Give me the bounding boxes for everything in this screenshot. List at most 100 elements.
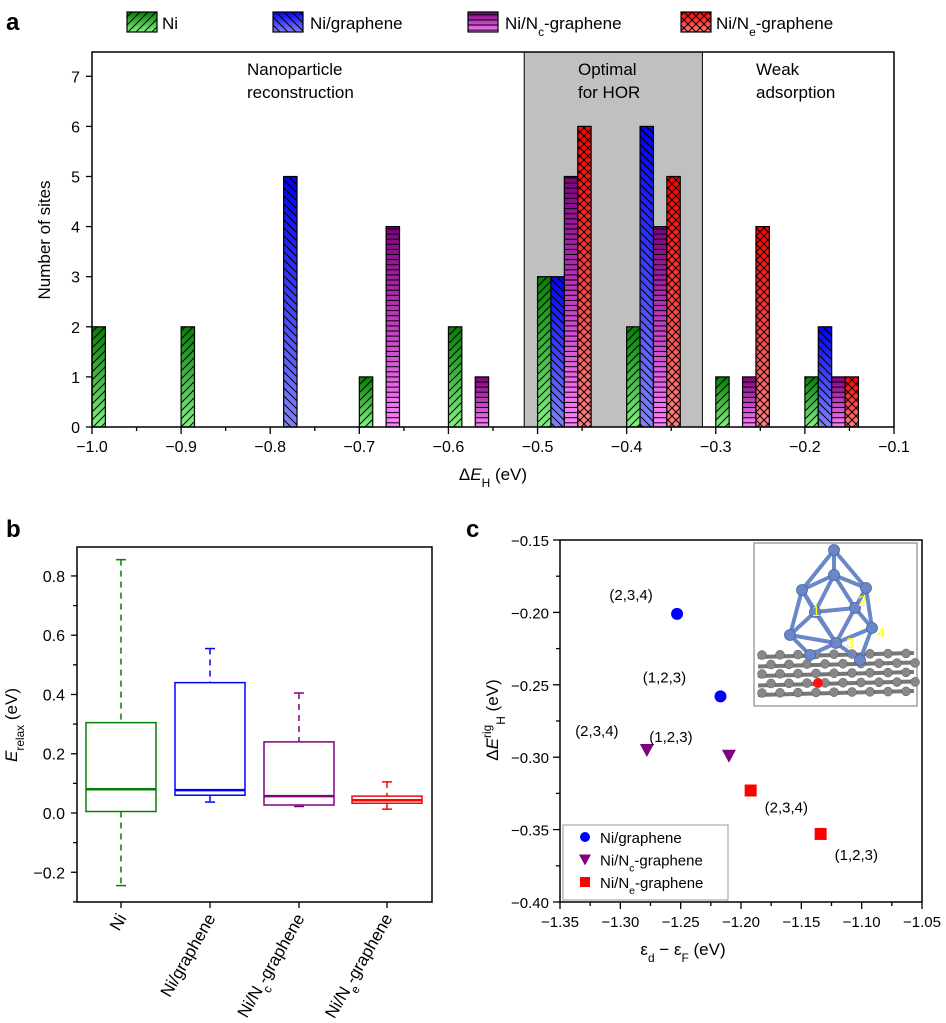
x-tick-label: −1.0 xyxy=(76,439,108,456)
box-iqr xyxy=(174,681,246,796)
text-part: −0.4 xyxy=(611,439,643,456)
carbon-atom xyxy=(757,688,767,698)
bar-hatch xyxy=(666,175,681,428)
legend-label: Ni/Ne-graphene xyxy=(600,875,703,897)
x-tick-label: −1.35 xyxy=(541,914,579,931)
text-part: −1.15 xyxy=(782,914,820,931)
marker-square xyxy=(580,877,590,887)
legend-swatch-hatch xyxy=(680,11,712,33)
ni-cluster-on-graphene-structure-icon: 1 2 3 4 xyxy=(753,542,920,707)
y-axis-label: Erelax (eV) xyxy=(2,688,27,762)
ni-atom xyxy=(849,602,861,614)
text-part: Ni/N xyxy=(600,853,629,870)
text-part: Ni xyxy=(162,14,178,33)
text-part: e xyxy=(629,885,635,897)
x-tick-label: −0.8 xyxy=(254,439,286,456)
site-label: 2 xyxy=(858,593,866,610)
graphene-bond xyxy=(757,660,915,669)
text-part: −0.7 xyxy=(344,439,376,456)
legend-box xyxy=(562,824,729,901)
text-part: Δ xyxy=(459,465,470,484)
carbon-atom xyxy=(757,669,767,679)
ni-bond xyxy=(832,573,857,610)
text-part: rig xyxy=(480,725,494,738)
ni-atom xyxy=(804,649,816,661)
legend-swatch-hatch xyxy=(272,11,304,33)
text-part: (1,2,3) xyxy=(643,669,686,686)
box-iqr xyxy=(85,721,157,813)
y-tick-label: −0.30 xyxy=(511,750,549,767)
carbon-atom xyxy=(910,677,920,687)
text-part: F xyxy=(682,951,689,965)
site-label: 3 xyxy=(846,635,854,652)
text-part: Ni/graphene xyxy=(310,14,403,33)
text-part: 0.2 xyxy=(43,747,65,764)
x-tick-label: −0.6 xyxy=(433,439,465,456)
text-part: Ni xyxy=(106,911,130,934)
box-ni-nc-graphene xyxy=(263,692,335,808)
ni-bond xyxy=(800,588,838,645)
text-part: for HOR xyxy=(578,83,640,102)
text-part: (2,3,4) xyxy=(609,587,652,604)
text-part: −0.3 xyxy=(700,439,732,456)
y-tick-label: −0.40 xyxy=(511,895,549,912)
ni-atom xyxy=(860,582,872,594)
legend-item-ni: Ni xyxy=(126,11,178,33)
text-part: Optimal xyxy=(578,60,637,79)
text-part: 4 xyxy=(71,220,80,237)
x-tick-label: −0.9 xyxy=(165,439,197,456)
carbon-atom xyxy=(856,677,866,688)
carbon-atom xyxy=(793,687,803,698)
graphene-bond xyxy=(757,679,915,688)
text-part: E xyxy=(483,737,502,749)
text-part: −0.20 xyxy=(511,605,549,622)
bar-hatch xyxy=(563,175,579,428)
ni-atom xyxy=(828,569,840,581)
carbon-atom xyxy=(757,650,767,660)
text-part: 0.8 xyxy=(43,569,65,586)
carbon-atom xyxy=(829,687,839,697)
legend-label: Ni/graphene xyxy=(600,830,682,847)
text-part: Ni/N xyxy=(716,14,749,33)
text-part: c xyxy=(629,863,634,875)
legend-label: Ni xyxy=(162,14,178,33)
carbon-atom xyxy=(775,669,785,679)
carbon-atom xyxy=(901,648,911,659)
x-tick-label: −1.15 xyxy=(782,914,820,931)
ni-bond xyxy=(800,548,836,592)
text-part: − xyxy=(655,940,674,959)
text-part: −0.15 xyxy=(511,533,549,550)
carbon-atom xyxy=(883,686,893,697)
bar-hatch xyxy=(755,226,770,428)
y-tick-label: 1 xyxy=(71,370,80,387)
bar-hatch xyxy=(536,276,552,428)
bar-hatch xyxy=(550,276,565,428)
y-tick-label: −0.35 xyxy=(511,823,549,840)
panel-a-histogram: 0 1 2 3 4 5 6 7 −1.0 −0.9 −0.8 −0.7 −0.6 −0.5 −0.4 −0.3… xyxy=(35,11,910,490)
marker-square xyxy=(744,784,757,797)
panel-letter-c: c xyxy=(466,516,479,543)
text-part: -graphene xyxy=(544,14,622,33)
text-part: −0.9 xyxy=(165,439,197,456)
text-part: Δ xyxy=(483,749,502,760)
y-tick-label: 0 xyxy=(71,420,80,437)
carbon-atom xyxy=(874,658,884,669)
y-tick-label: 0.4 xyxy=(43,687,65,704)
y-axis-label: ΔErigH (eV) xyxy=(480,679,508,760)
point-label: (2,3,4) xyxy=(575,723,618,740)
text-part: −0.1 xyxy=(878,439,910,456)
carbon-atom xyxy=(847,687,857,697)
carbon-atom xyxy=(784,678,794,689)
text-part: E xyxy=(2,750,21,762)
carbon-atom xyxy=(793,649,803,660)
bar-hatch xyxy=(639,125,655,428)
legend-label: Ni/graphene xyxy=(310,14,403,33)
point-label: (1,2,3) xyxy=(649,729,692,746)
text-part: ε xyxy=(674,940,682,959)
text-part: 2 xyxy=(858,593,866,610)
text-part: −0.30 xyxy=(511,750,549,767)
text-part: 6 xyxy=(71,119,80,136)
bar-hatch xyxy=(385,226,401,428)
carbon-atom xyxy=(847,668,857,678)
bar-hatch xyxy=(804,376,819,428)
